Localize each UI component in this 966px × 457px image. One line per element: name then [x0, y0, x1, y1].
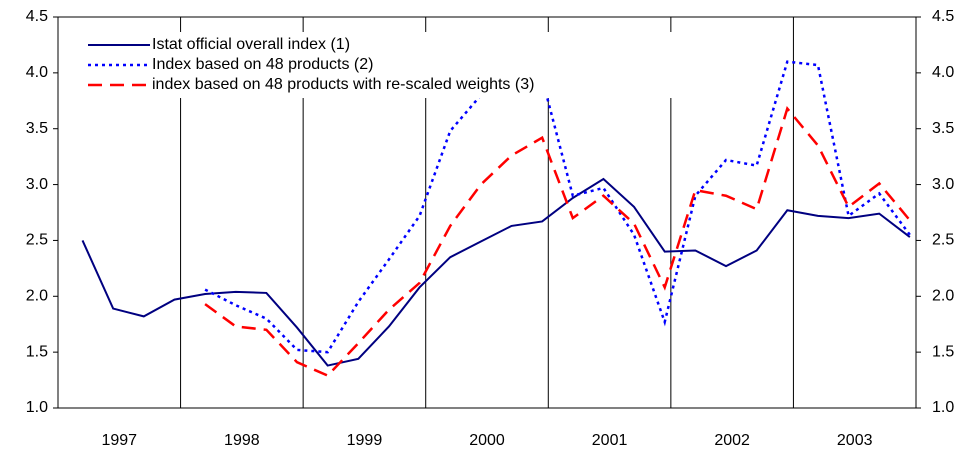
y2-tick-label: 2.5: [932, 232, 954, 249]
series-line: [204, 60, 911, 354]
series-line: [204, 106, 911, 378]
x-tick-label: 1997: [101, 432, 137, 449]
x-tick-label: 1999: [347, 432, 383, 449]
y-tick-label: 2.5: [26, 232, 48, 249]
plot-frame: [57, 16, 917, 409]
legend-label: index based on 48 products with re-scale…: [152, 76, 534, 93]
y-tick-label: 4.0: [26, 64, 48, 81]
y-tick-label: 3.0: [26, 176, 48, 193]
y2-tick-label: 3.5: [932, 120, 954, 137]
x-tick-label: 2002: [714, 432, 750, 449]
x-tick-label: 2003: [837, 432, 873, 449]
series-line: [81, 177, 911, 367]
legend-label: Index based on 48 products (2): [152, 56, 373, 73]
x-tick-label: 1998: [224, 432, 260, 449]
y-tick-label: 1.0: [26, 399, 48, 416]
y2-tick-label: 2.0: [932, 288, 954, 305]
y-tick-label: 4.5: [26, 8, 48, 25]
y2-tick-label: 1.5: [932, 343, 954, 360]
y-tick-label: 1.5: [26, 343, 48, 360]
y2-tick-label: 1.0: [932, 399, 954, 416]
y-tick-label: 3.5: [26, 120, 48, 137]
y2-tick-label: 3.0: [932, 176, 954, 193]
x-tick-label: 2001: [592, 432, 628, 449]
legend-label: Istat official overall index (1): [152, 36, 350, 53]
legend-box: [64, 32, 714, 98]
y2-tick-label: 4.0: [932, 64, 954, 81]
y2-tick-label: 4.5: [932, 8, 954, 25]
x-tick-label: 2000: [469, 432, 505, 449]
y-tick-label: 2.0: [26, 288, 48, 305]
